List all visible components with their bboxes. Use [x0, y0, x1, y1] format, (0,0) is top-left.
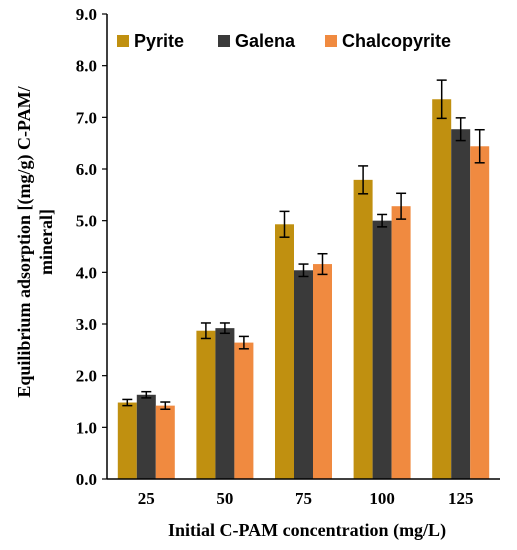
x-tick-label: 100: [369, 489, 395, 508]
legend-label-galena: Galena: [235, 31, 296, 51]
legend-swatch-pyrite: [117, 35, 129, 47]
legend-label-pyrite: Pyrite: [134, 31, 184, 51]
axes-layer: [106, 14, 500, 480]
x-ticks: 25 50 75 100 125: [138, 489, 474, 508]
x-tick-label: 75: [295, 489, 312, 508]
bar-pyrite: [275, 224, 294, 479]
x-axis-title: Initial C-PAM concentration (mg/L): [168, 520, 446, 541]
x-tick-label: 25: [138, 489, 155, 508]
y-tick-label: 8.0: [76, 57, 97, 76]
x-tick-label: 50: [216, 489, 233, 508]
bar-chalcopyrite: [470, 146, 490, 479]
bar-pyrite: [117, 402, 137, 479]
bar-galena: [294, 270, 313, 479]
y-axis-title-line2: mineral]: [36, 209, 56, 275]
bar-chalcopyrite: [155, 405, 175, 479]
bar-galena: [215, 328, 235, 479]
bars-layer: [117, 79, 490, 479]
legend-label-chalcopyrite: Chalcopyrite: [342, 31, 451, 51]
x-tick-label: 125: [448, 489, 474, 508]
legend-swatch-chalcopyrite: [325, 35, 337, 47]
y-tick-label: 7.0: [76, 108, 97, 127]
legend-swatch-galena: [218, 35, 230, 47]
y-tick-label: 5.0: [76, 212, 97, 231]
y-tick-label: 9.0: [76, 5, 97, 24]
y-tick-label: 4.0: [76, 263, 97, 282]
bar-pyrite: [432, 99, 452, 479]
bar-chalcopyrite: [234, 342, 254, 479]
bar-galena: [136, 394, 156, 479]
y-tick-label: 6.0: [76, 160, 97, 179]
bar-galena: [451, 129, 471, 479]
bar-chalcopyrite: [391, 206, 411, 479]
y-ticks: 0.0 1.0 2.0 3.0 4.0 5.0 6.0 7.0 8.0 9.0: [76, 5, 107, 489]
y-tick-label: 1.0: [76, 418, 97, 437]
legend: Pyrite Galena Chalcopyrite: [117, 31, 451, 51]
y-tick-label: 0.0: [76, 470, 97, 489]
bar-pyrite: [353, 179, 373, 479]
bar-galena: [372, 220, 392, 479]
bar-pyrite: [196, 330, 216, 479]
y-tick-label: 2.0: [76, 367, 97, 386]
y-tick-label: 3.0: [76, 315, 97, 334]
y-axis-title-line1: Equilibrium adsorption [(mg/g) C-PAM/: [14, 85, 35, 397]
bar-chalcopyrite: [313, 264, 332, 479]
